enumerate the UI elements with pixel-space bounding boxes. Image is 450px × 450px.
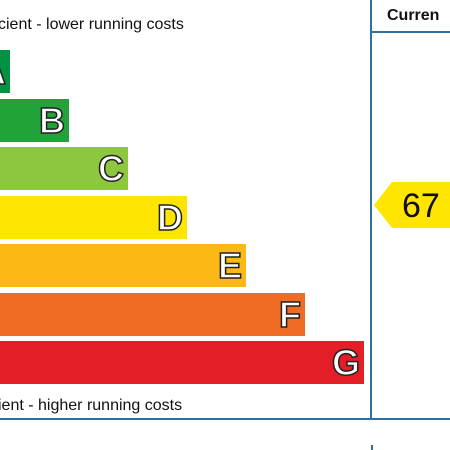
rating-bar-e: E — [0, 244, 246, 287]
rating-letter-g: G — [331, 341, 361, 384]
column-divider — [370, 0, 372, 418]
current-column-header: Curren — [387, 7, 440, 24]
rating-letter-f: F — [278, 293, 302, 336]
efficiency-top-label: cient - lower running costs — [0, 16, 184, 33]
bottom-divider — [0, 418, 450, 420]
rating-bar-b: B — [0, 98, 69, 142]
current-rating-value: 67 — [402, 187, 440, 225]
rating-bar-f: F — [0, 292, 305, 336]
efficiency-bottom-label: ient - higher running costs — [0, 397, 183, 414]
rating-bar-a: A — [0, 50, 10, 93]
rating-letter-c: C — [97, 147, 125, 190]
bottom-tick — [371, 445, 373, 450]
rating-bar-c: C — [0, 147, 128, 190]
rating-letter-d: D — [156, 196, 184, 239]
rating-bar-d: D — [0, 195, 187, 239]
rating-bar-g: G — [0, 341, 364, 384]
rating-letter-e: E — [217, 244, 243, 287]
current-rating-arrow — [374, 182, 450, 228]
rating-letter-b: B — [38, 99, 66, 142]
header-divider — [372, 31, 450, 33]
rating-letter-a: A — [0, 50, 7, 93]
